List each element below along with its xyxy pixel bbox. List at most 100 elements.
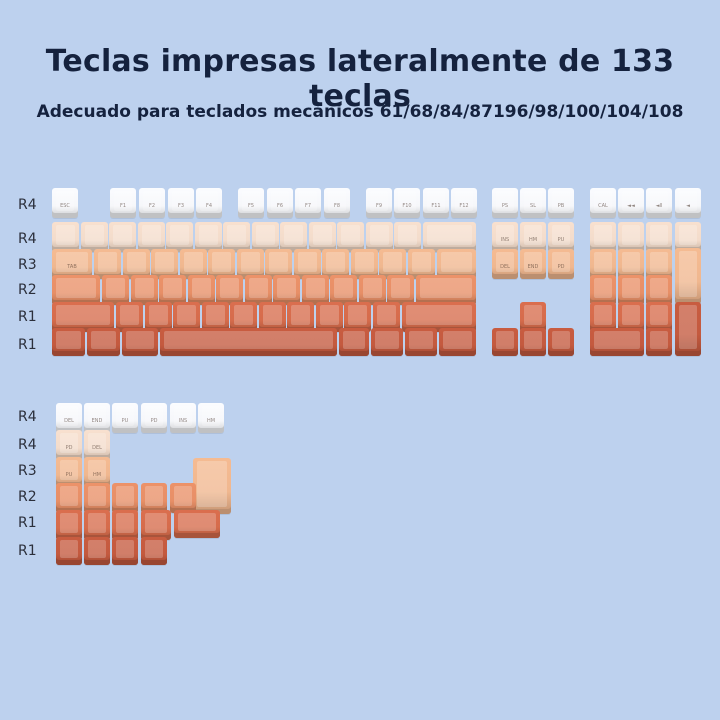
row-label: R3 [18,463,37,479]
keycap [280,222,307,252]
keycap [56,483,82,513]
keycap [52,275,100,305]
keycap [159,275,186,305]
keycap [94,249,121,279]
row-label: R3 [18,257,37,273]
keycap: ESC [52,188,78,218]
keycap [492,328,518,356]
keycap [52,222,79,252]
keycap: PD [548,249,574,279]
keycap [646,275,672,305]
keycap [548,328,574,356]
keycap: PU [56,457,82,487]
keycap [102,275,129,305]
keycap [116,302,143,332]
keycap: F1 [110,188,136,218]
keycap: F3 [168,188,194,218]
keycap: END [84,403,110,433]
keycap [646,249,672,279]
keycap: F7 [295,188,321,218]
keycap [160,328,337,356]
keycap [109,222,136,252]
keycap [590,328,644,356]
keycap [365,222,393,252]
keycap [315,302,343,332]
keycap [371,328,403,356]
keycap [308,222,336,252]
keycap [56,537,82,565]
keycap [618,302,644,332]
row-label: R2 [18,489,37,505]
keycap: DEL [56,403,82,433]
keycap [244,275,272,305]
keycap: F8 [324,188,350,218]
keycap [166,222,193,252]
keycap [187,275,215,305]
keycap: HM [520,222,546,252]
keycap [56,510,82,540]
keycap: F11 [423,188,449,218]
keycap [590,249,616,279]
keycap: END [520,249,546,279]
keycap: INS [492,222,518,252]
keycap [84,537,110,565]
keycap [141,537,167,565]
keycap [87,328,120,356]
keycap [84,510,110,540]
keycap [265,249,292,279]
keycap [646,302,672,332]
keycap [141,510,171,540]
keycap: TAB [52,249,92,279]
keycap [437,249,476,279]
keycap [52,302,114,332]
row-label: R4 [18,197,37,213]
keycap [52,328,85,356]
keycap [194,222,222,252]
keycap [402,302,476,332]
row-label: R4 [18,231,37,247]
keycap [293,249,321,279]
row-label: R2 [18,282,37,298]
keycap [170,483,196,513]
keycap [646,222,672,252]
keycap [216,275,243,305]
keycap: F4 [196,188,222,218]
keycap [137,222,165,252]
keycap: CAL [590,188,616,218]
keycap [122,249,150,279]
keycap: F12 [451,188,477,218]
keycap: ◄II [646,188,672,218]
keycap [193,458,231,514]
keycap [423,222,476,252]
row-label: R4 [18,437,37,453]
keycap [236,249,264,279]
keycap [251,222,279,252]
keycap [179,249,207,279]
keycap [416,275,476,305]
keycap [273,275,300,305]
keycap [337,222,364,252]
keycap: PD [56,430,82,460]
keycap [590,302,616,332]
keycap: ◄◄ [618,188,644,218]
keycap [387,275,414,305]
keycap [339,328,369,356]
keycap [379,249,406,279]
keycap: ◄ [675,188,701,218]
keycap: DEL [492,249,518,279]
keycap: HM [198,403,224,433]
keycap: F5 [238,188,264,218]
keycap [112,537,138,565]
row-label: R4 [18,409,37,425]
keycap [201,302,229,332]
keycap: F6 [267,188,293,218]
keycap [590,275,616,305]
keycap [112,483,138,513]
keycap [287,302,314,332]
row-label: R1 [18,337,37,353]
page-title: Teclas impresas lateralmente de 133 tecl… [45,44,675,114]
keycap [130,275,158,305]
keycap [230,302,257,332]
keycap [344,302,371,332]
